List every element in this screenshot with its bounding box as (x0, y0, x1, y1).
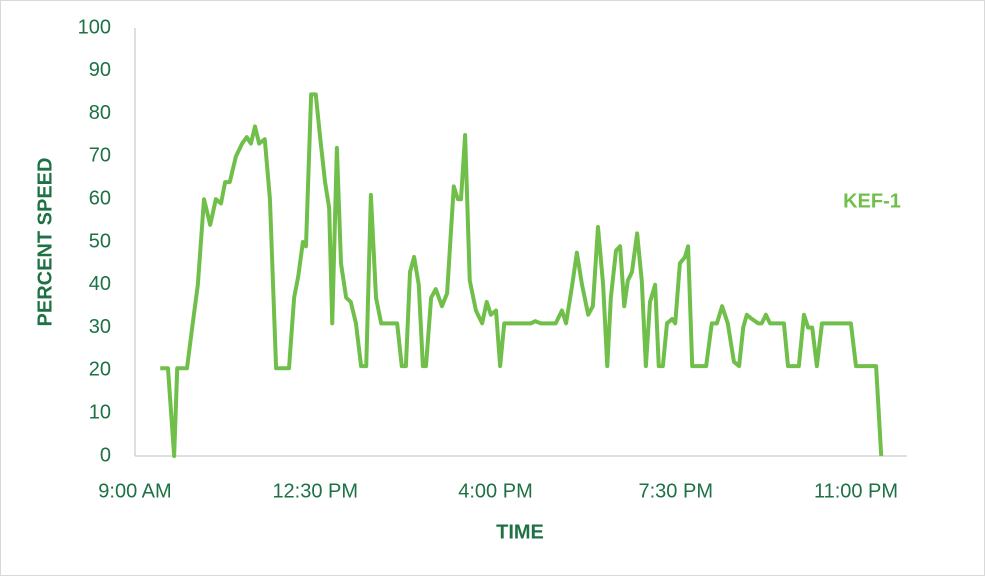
y-tick-label: 20 (89, 359, 111, 381)
y-tick-label: 100 (78, 16, 111, 38)
series-line (160, 92, 884, 458)
y-tick-label: 40 (89, 273, 111, 295)
y-tick-label: 60 (89, 187, 111, 209)
x-tick-label: 4:00 PM (458, 480, 532, 502)
x-tick-label: 9:00 AM (98, 480, 171, 502)
y-tick-label: 70 (89, 145, 111, 167)
y-axis-title: PERCENT SPEED (34, 158, 56, 327)
y-tick-label: 10 (89, 401, 111, 423)
x-tick-label: 11:00 PM (814, 480, 898, 502)
x-tick-label: 12:30 PM (272, 480, 358, 502)
x-axis-title: TIME (496, 521, 544, 543)
y-tick-label: 50 (89, 230, 111, 252)
y-tick-label: 90 (89, 59, 111, 81)
y-tick-label: 30 (89, 316, 111, 338)
y-tick-label: 0 (100, 444, 111, 466)
y-tick-label: 80 (89, 102, 111, 124)
series-label: KEF-1 (843, 190, 901, 212)
x-tick-label: 7:30 PM (639, 480, 713, 502)
